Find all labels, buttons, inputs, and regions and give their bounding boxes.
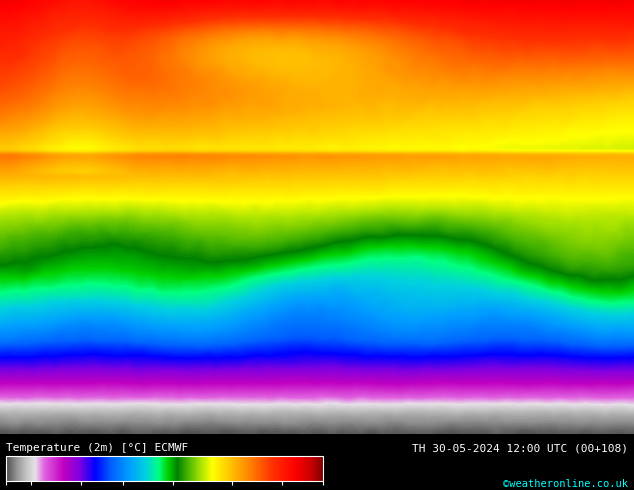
Text: TH 30-05-2024 12:00 UTC (00+108): TH 30-05-2024 12:00 UTC (00+108)	[411, 443, 628, 453]
Text: ©weatheronline.co.uk: ©weatheronline.co.uk	[503, 479, 628, 489]
Text: Temperature (2m) [°C] ECMWF: Temperature (2m) [°C] ECMWF	[6, 443, 188, 453]
